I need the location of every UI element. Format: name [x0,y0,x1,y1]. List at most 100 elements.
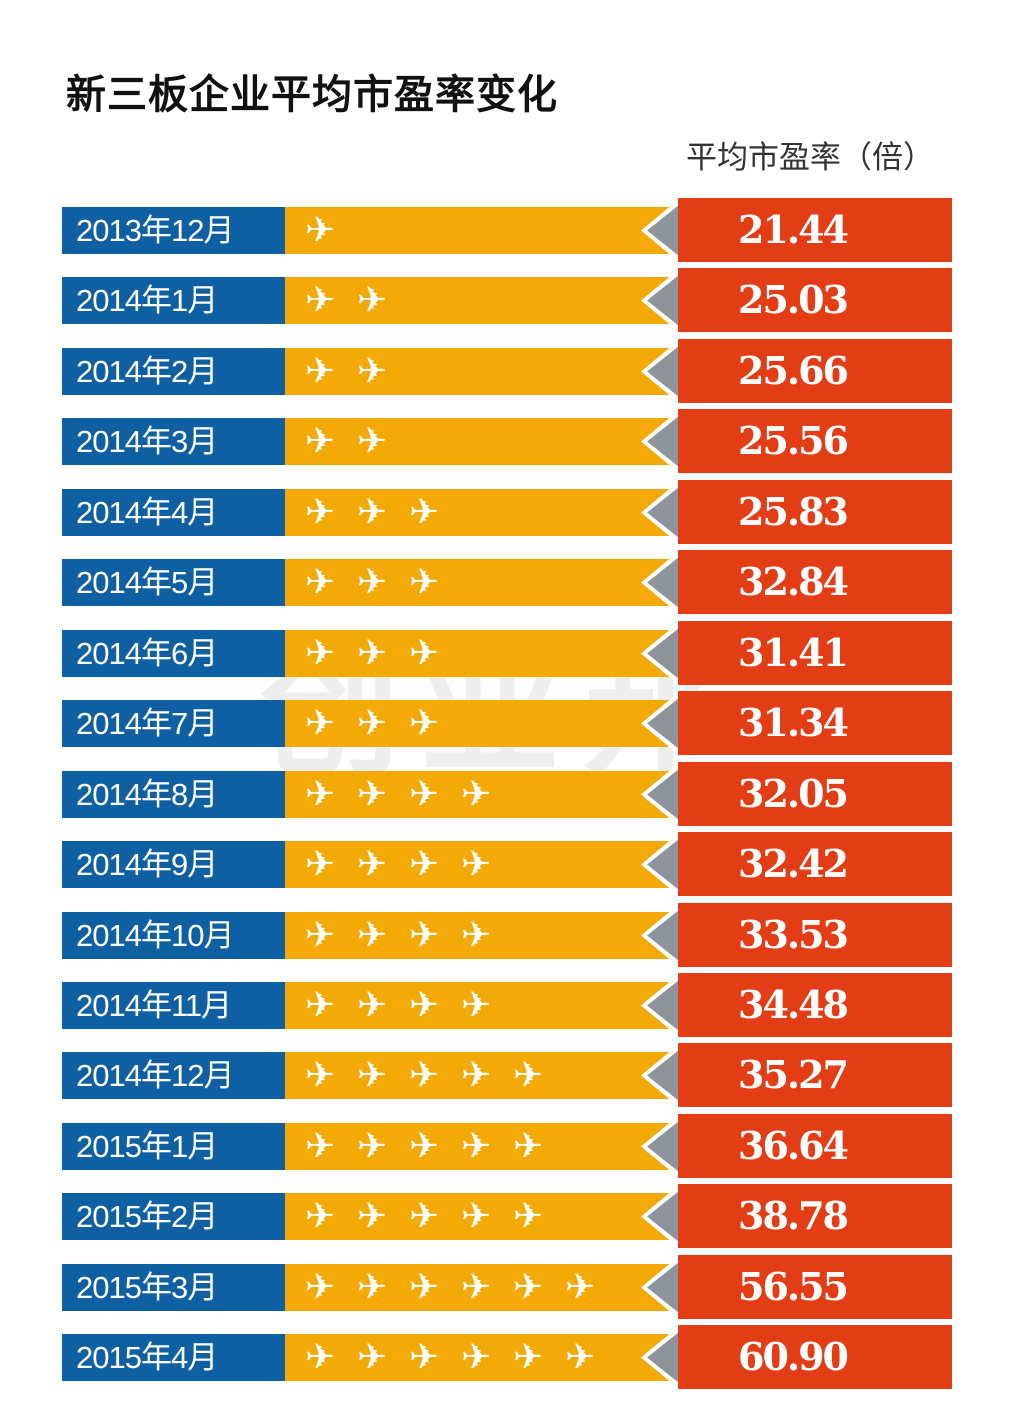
date-label: 2014年2月 [62,347,285,395]
pe-value: 36.64 [678,1113,952,1178]
arrow-marker [641,1255,679,1319]
arrow-marker [641,199,679,262]
plane-icon: ✈ [461,914,492,956]
plane-icon: ✈ [305,773,336,815]
plane-icon: ✈ [513,1055,544,1097]
plane-icon: ✈ [461,773,492,815]
plane-bar [285,700,677,748]
plane-icon: ✈ [409,1266,440,1308]
plane-bar [285,1052,677,1100]
plane-icon: ✈ [357,1055,388,1097]
plane-icon: ✈ [305,703,336,745]
arrow-marker [641,1044,679,1108]
date-label: 2014年6月 [62,629,285,677]
pe-value: 21.44 [678,198,952,262]
arrow-marker [641,410,679,474]
plane-icon: ✈ [357,773,388,815]
chart-row: 2014年8月 32.05 ✈ ✈ ✈ ✈ [62,761,952,831]
plane-icon: ✈ [461,1266,492,1308]
chart-row: 2014年9月 32.42 ✈ ✈ ✈ ✈ [62,831,952,901]
pe-value: 60.90 [678,1325,952,1390]
date-label: 2014年8月 [62,770,285,818]
arrow-marker [641,480,679,544]
pe-value: 25.56 [678,409,952,474]
date-label: 2014年9月 [62,841,285,889]
arrow-marker [641,1185,679,1249]
plane-icon: ✈ [409,703,440,745]
chart-row: 2015年1月 36.64 ✈ ✈ ✈ ✈ ✈ [62,1113,952,1183]
plane-icon: ✈ [305,350,336,392]
plane-icon: ✈ [409,914,440,956]
plane-bar [285,277,677,325]
plane-icon: ✈ [513,1337,544,1379]
plane-bar [285,1122,677,1170]
date-label: 2014年1月 [62,277,285,325]
pe-value: 56.55 [678,1254,952,1319]
date-label: 2014年10月 [62,911,285,959]
plane-bar [285,1263,677,1311]
plane-bar [285,559,677,607]
plane-icon: ✈ [305,1125,336,1167]
arrow-marker [641,692,679,756]
plane-bar [285,981,677,1029]
plane-icon: ✈ [305,914,336,956]
arrow-marker [641,269,679,333]
plane-bar [285,629,677,677]
arrow-marker [641,762,679,826]
date-label: 2015年3月 [62,1263,285,1311]
date-label: 2014年11月 [62,981,285,1029]
chart-row: 2014年6月 31.41 ✈ ✈ ✈ [62,620,952,690]
plane-bar [285,488,677,536]
arrow-marker [641,551,679,615]
chart-row: 2014年7月 31.34 ✈ ✈ ✈ [62,690,952,760]
date-label: 2014年3月 [62,418,285,466]
arrow-marker [641,339,679,403]
pe-value: 31.41 [678,620,952,685]
plane-icon: ✈ [409,491,440,533]
date-label: 2015年4月 [62,1334,285,1382]
chart-title: 新三板企业平均市盈率变化 [66,72,558,118]
chart-row: 2014年11月 34.48 ✈ ✈ ✈ ✈ [62,972,952,1042]
plane-icon: ✈ [305,562,336,604]
date-label: 2014年12月 [62,1052,285,1100]
pe-value: 25.03 [678,268,952,333]
date-label: 2014年7月 [62,700,285,748]
plane-bar [285,841,677,889]
chart-row: 2015年4月 60.90 ✈ ✈ ✈ ✈ ✈ ✈ [62,1324,952,1394]
plane-icon: ✈ [461,984,492,1026]
plane-icon: ✈ [357,984,388,1026]
plane-icon: ✈ [357,914,388,956]
plane-icon: ✈ [409,844,440,886]
pe-value: 32.05 [678,761,952,826]
chart-row: 2014年5月 32.84 ✈ ✈ ✈ [62,549,952,619]
plane-icon: ✈ [409,562,440,604]
pe-value: 32.84 [678,550,952,615]
arrow-marker [641,621,679,685]
date-label: 2014年5月 [62,559,285,607]
plane-bar [285,770,677,818]
plane-icon: ✈ [409,984,440,1026]
plane-icon: ✈ [513,1266,544,1308]
arrow-marker [641,1326,679,1390]
plane-icon: ✈ [357,1196,388,1238]
arrow-marker [641,973,679,1037]
plane-icon: ✈ [305,1196,336,1238]
plane-icon: ✈ [513,1196,544,1238]
plane-icon: ✈ [305,210,336,251]
plane-icon: ✈ [305,1337,336,1379]
date-label: 2014年4月 [62,488,285,536]
plane-icon: ✈ [357,1125,388,1167]
chart-row: 2014年2月 25.66 ✈ ✈ [62,338,952,408]
date-label: 2013年12月 [62,207,285,254]
chart-row: 2013年12月 21.44 ✈ [62,197,952,267]
plane-icon: ✈ [513,1125,544,1167]
plane-icon: ✈ [409,1125,440,1167]
arrow-marker [641,903,679,967]
arrow-marker [641,833,679,897]
plane-icon: ✈ [357,421,388,463]
value-axis-label: 平均市盈率（倍） [686,140,934,176]
plane-icon: ✈ [409,632,440,674]
plane-icon: ✈ [305,491,336,533]
chart-row: 2015年2月 38.78 ✈ ✈ ✈ ✈ ✈ [62,1183,952,1253]
